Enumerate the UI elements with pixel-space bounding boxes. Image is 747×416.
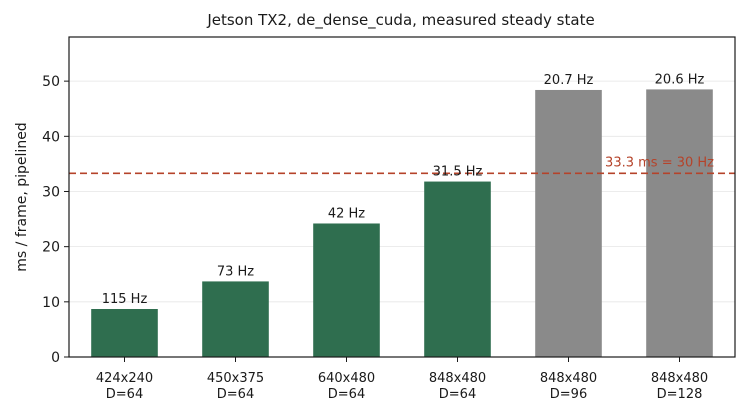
bar-0: [91, 309, 158, 357]
bar-data-label-3: 31.5 Hz: [433, 165, 483, 180]
bar-3: [424, 181, 491, 357]
chart-title: Jetson TX2, de_dense_cuda, measured stea…: [206, 11, 594, 30]
x-tick-label-4: 848x480 D=96: [540, 371, 597, 402]
bar-data-label-1: 73 Hz: [217, 264, 254, 279]
y-tick-label-4: 40: [42, 129, 60, 145]
bar-data-label-0: 115 Hz: [102, 292, 148, 307]
plot-frame: [68, 36, 736, 358]
data-labels: 115 Hz 73 Hz 42 Hz 31.5 Hz 20.7 Hz 20.6 Hz: [102, 72, 705, 307]
y-tick-label-3: 30: [42, 184, 60, 200]
bar-5: [646, 89, 713, 358]
x-tick-label-2: 640x480 D=64: [318, 371, 375, 402]
x-axis-ticks: 424x240 D=64 450x375 D=64 640x480 D=64 848x480…: [96, 357, 708, 402]
x-tick-label-5: 848x480 D=128: [651, 371, 708, 402]
grid-lines: [69, 80, 735, 303]
x-tick-label-3: 848x480 D=64: [429, 371, 486, 402]
y-tick-label-2: 20: [42, 240, 60, 256]
y-tick-label-1: 10: [42, 295, 60, 311]
y-tick-label-5: 50: [42, 74, 60, 90]
bar-data-label-5: 20.6 Hz: [655, 72, 705, 87]
bar-1: [202, 281, 269, 357]
bar-data-label-2: 42 Hz: [328, 206, 365, 221]
bars: [91, 89, 713, 358]
reference-line-label: 33.3 ms = 30 Hz: [605, 155, 714, 170]
bar-4: [535, 89, 602, 357]
x-tick-label-0: 424x240 D=64: [96, 371, 153, 402]
bar-2: [313, 223, 380, 357]
reference-line-group: 33.3 ms = 30 Hz: [69, 155, 735, 175]
y-tick-label-0: 0: [51, 350, 60, 366]
y-axis-ticks: 0 10 20 30 40 50: [42, 74, 69, 366]
bar-data-label-4: 20.7 Hz: [544, 73, 594, 88]
y-axis-label: ms / frame, pipelined: [14, 122, 30, 271]
x-tick-label-1: 450x375 D=64: [207, 371, 264, 402]
